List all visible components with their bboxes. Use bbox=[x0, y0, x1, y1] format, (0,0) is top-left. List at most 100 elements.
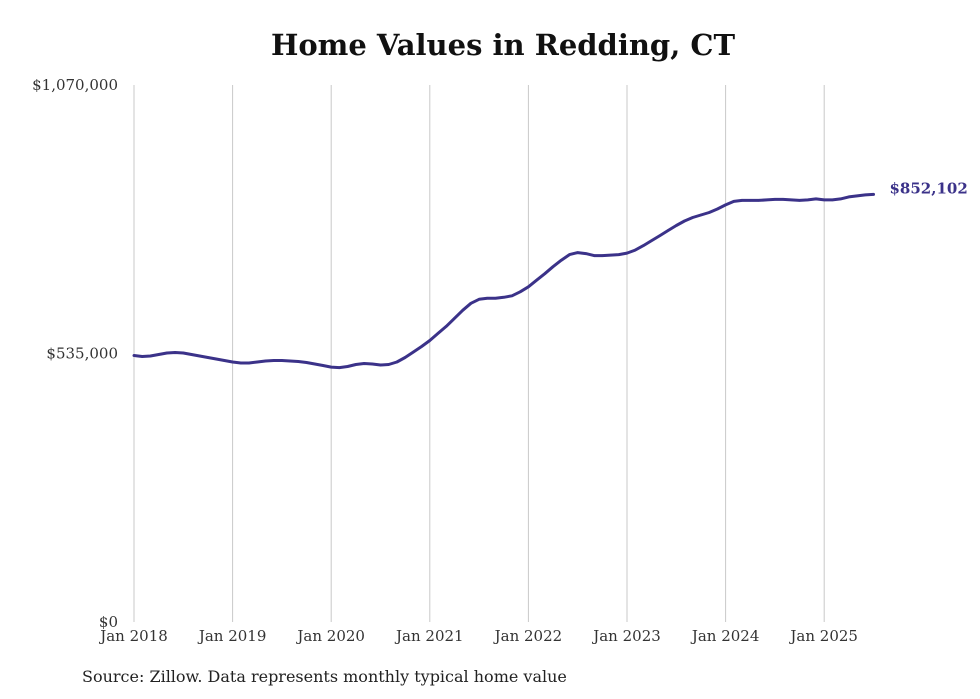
data-point bbox=[683, 219, 686, 223]
data-point bbox=[831, 198, 834, 202]
data-point bbox=[576, 251, 579, 254]
data-point bbox=[173, 351, 177, 354]
data-point bbox=[165, 351, 169, 355]
data-point bbox=[469, 302, 473, 305]
x-tick-label: Jan 2022 bbox=[493, 627, 563, 645]
data-point bbox=[699, 213, 703, 217]
data-point bbox=[535, 279, 538, 282]
data-point bbox=[609, 253, 612, 257]
data-point bbox=[790, 198, 793, 202]
data-point bbox=[601, 254, 604, 257]
data-point bbox=[412, 350, 415, 354]
data-point bbox=[387, 363, 390, 366]
data-point bbox=[272, 359, 275, 362]
data-point bbox=[346, 365, 349, 368]
data-point bbox=[798, 199, 801, 202]
data-point bbox=[864, 193, 867, 197]
data-point bbox=[157, 353, 160, 356]
chart-title: Home Values in Redding, CT bbox=[270, 28, 736, 62]
data-point bbox=[560, 259, 563, 262]
x-tick-label: Jan 2019 bbox=[197, 627, 267, 645]
vertical-gridlines bbox=[133, 85, 825, 622]
y-tick-label: $535,000 bbox=[46, 345, 118, 363]
data-point bbox=[305, 361, 308, 364]
data-point bbox=[297, 360, 300, 363]
data-point bbox=[141, 355, 144, 358]
data-point bbox=[330, 365, 333, 369]
data-point bbox=[847, 195, 850, 199]
data-point bbox=[650, 239, 653, 242]
data-point bbox=[198, 354, 201, 358]
data-point bbox=[256, 360, 259, 364]
data-point bbox=[765, 198, 768, 202]
data-point bbox=[592, 254, 596, 257]
data-point bbox=[190, 353, 193, 356]
y-axis-tick-labels: $0 $535,000 $1,070,000 bbox=[32, 76, 118, 631]
series-line bbox=[132, 192, 875, 370]
data-point bbox=[486, 297, 489, 300]
data-point bbox=[420, 345, 423, 348]
data-point bbox=[223, 359, 226, 362]
data-point bbox=[617, 253, 620, 256]
data-point bbox=[231, 360, 234, 364]
data-point bbox=[551, 265, 555, 268]
data-point bbox=[666, 229, 670, 232]
data-point bbox=[814, 197, 818, 201]
data-point bbox=[264, 359, 267, 363]
data-point bbox=[642, 244, 645, 247]
data-point bbox=[379, 363, 382, 367]
data-point bbox=[806, 198, 809, 202]
data-point bbox=[338, 366, 341, 369]
data-point bbox=[247, 361, 251, 365]
data-point bbox=[724, 203, 727, 207]
data-point bbox=[708, 211, 711, 214]
x-tick-label: Jan 2020 bbox=[295, 627, 365, 645]
data-point bbox=[436, 332, 440, 335]
data-point bbox=[461, 309, 464, 312]
y-tick-label: $1,070,000 bbox=[32, 76, 118, 94]
data-point bbox=[568, 253, 571, 256]
data-point bbox=[182, 351, 185, 355]
data-point bbox=[149, 354, 152, 358]
data-point bbox=[313, 362, 316, 366]
data-point bbox=[658, 234, 662, 237]
data-point bbox=[691, 216, 694, 219]
data-point bbox=[395, 360, 399, 364]
data-point bbox=[634, 248, 637, 252]
data-point bbox=[543, 272, 546, 275]
data-point bbox=[519, 290, 522, 293]
data-point bbox=[675, 224, 678, 227]
data-point bbox=[716, 207, 719, 211]
data-point bbox=[839, 197, 842, 201]
x-tick-label: Jan 2023 bbox=[591, 627, 661, 645]
x-tick-label: Jan 2018 bbox=[98, 627, 168, 645]
data-point bbox=[477, 298, 481, 301]
data-point bbox=[740, 199, 744, 202]
data-point bbox=[749, 199, 752, 202]
series-layer: $852,102 bbox=[132, 179, 968, 370]
data-point bbox=[321, 364, 325, 367]
x-axis-tick-labels: Jan 2018 Jan 2019 Jan 2020 Jan 2021 Jan 2022… bbox=[98, 627, 858, 645]
y-tick-label: $0 bbox=[99, 613, 118, 631]
data-point bbox=[445, 325, 448, 328]
data-point bbox=[823, 198, 826, 202]
data-point bbox=[362, 362, 366, 365]
data-point bbox=[773, 198, 777, 201]
data-point bbox=[494, 297, 497, 300]
data-point bbox=[371, 362, 374, 366]
data-point bbox=[855, 194, 859, 198]
data-point bbox=[215, 357, 218, 361]
data-point bbox=[403, 356, 407, 359]
data-point bbox=[510, 294, 514, 297]
data-point bbox=[502, 296, 505, 299]
data-point bbox=[781, 198, 785, 201]
data-point bbox=[527, 285, 530, 288]
data-point bbox=[288, 359, 292, 363]
data-point bbox=[872, 193, 875, 196]
data-point bbox=[757, 199, 760, 202]
x-tick-label: Jan 2025 bbox=[788, 627, 858, 645]
source-note: Source: Zillow. Data represents monthly … bbox=[82, 667, 567, 686]
data-point bbox=[625, 251, 629, 255]
data-point bbox=[428, 339, 431, 342]
